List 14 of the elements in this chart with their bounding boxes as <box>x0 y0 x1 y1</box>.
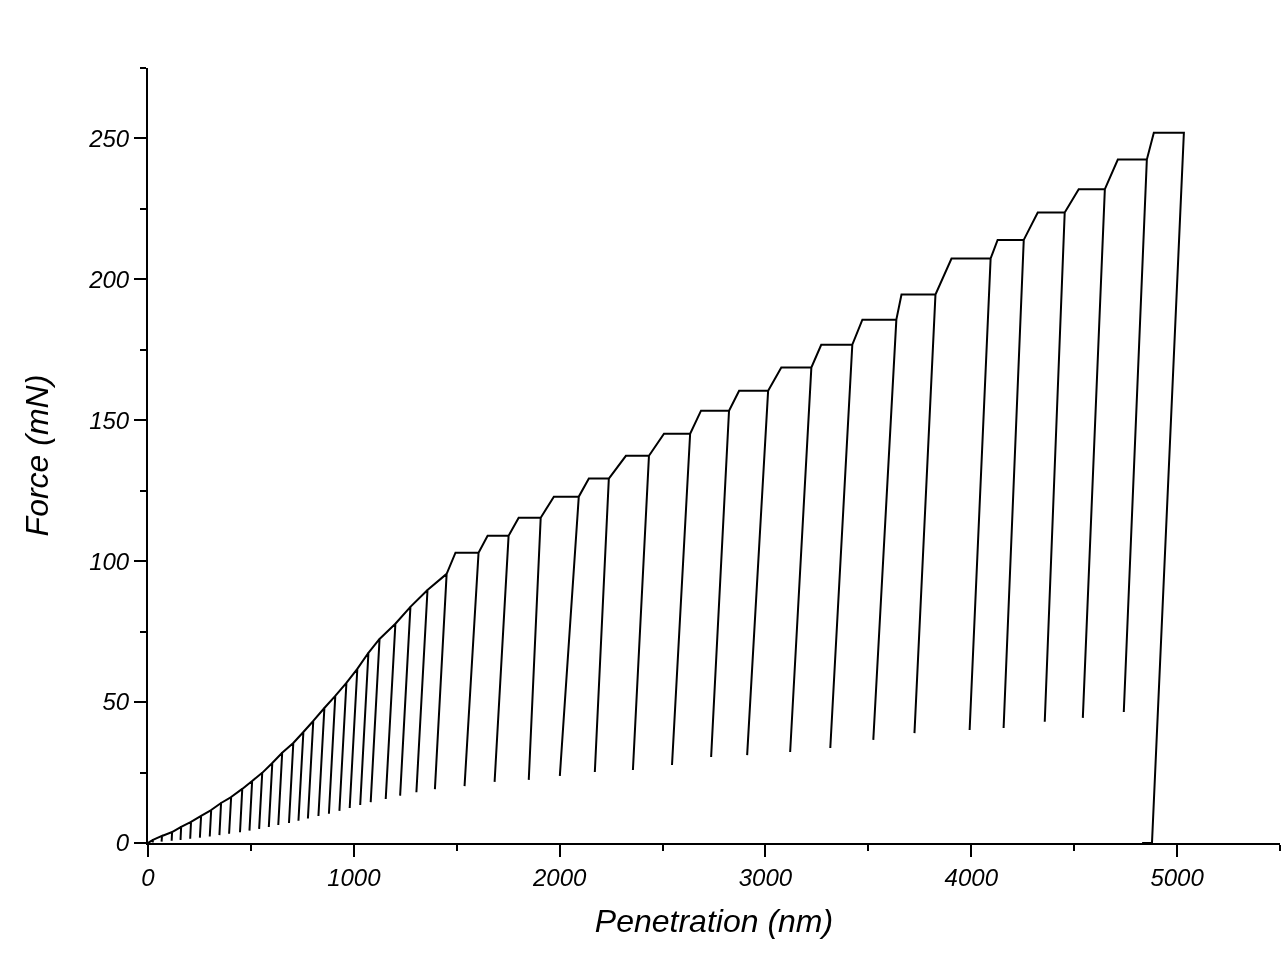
y-tick-label: 50 <box>102 688 130 716</box>
x-tick-label: 3000 <box>738 863 793 891</box>
x-tick-label: 0 <box>141 863 156 891</box>
y-tick-label: 100 <box>89 547 130 575</box>
x-tick-label: 2000 <box>531 863 587 891</box>
x-axis-title: Penetration (nm) <box>594 903 834 940</box>
y-tick-label: 0 <box>115 829 130 857</box>
x-tick-label: 1000 <box>327 863 382 891</box>
y-tick-label: 250 <box>88 124 130 152</box>
x-tick-label: 4000 <box>944 863 999 891</box>
x-tick-label: 5000 <box>1150 863 1205 891</box>
y-tick-label: 150 <box>89 406 130 434</box>
y-axis-title: Force (mN) <box>18 374 55 537</box>
y-tick-label: 200 <box>88 265 130 293</box>
